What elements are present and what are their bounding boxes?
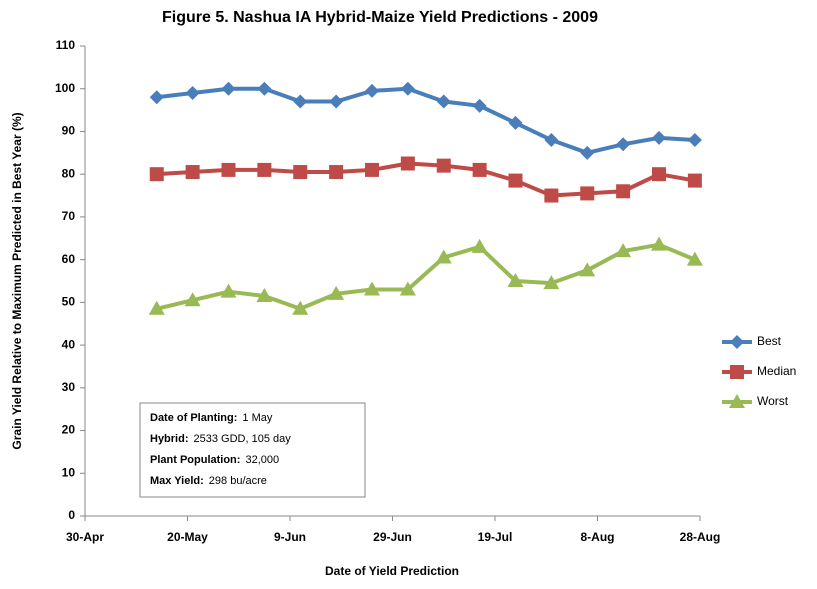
point xyxy=(472,162,487,177)
point xyxy=(256,287,273,302)
x-axis-title: Date of Yield Prediction xyxy=(325,564,459,578)
chart-title: Figure 5. Nashua IA Hybrid-Maize Yield P… xyxy=(162,9,598,26)
point xyxy=(687,173,702,188)
point xyxy=(580,145,595,160)
y-tick-label: 80 xyxy=(62,166,76,180)
annotation-text: 32,000 xyxy=(245,454,279,466)
point xyxy=(436,94,451,109)
point xyxy=(508,115,523,130)
point xyxy=(580,186,595,201)
point xyxy=(400,81,415,96)
legend-label: Worst xyxy=(757,394,789,408)
point xyxy=(686,251,703,266)
annotation-text: 1 May xyxy=(242,412,272,424)
y-tick-label: 60 xyxy=(62,252,76,266)
point xyxy=(435,249,452,264)
point xyxy=(257,162,272,177)
annotation-label: Plant Population: xyxy=(150,454,240,466)
y-tick-label: 50 xyxy=(62,295,76,309)
point xyxy=(579,262,596,277)
annotation-label: Hybrid: xyxy=(150,433,189,445)
point xyxy=(616,137,631,152)
series-line xyxy=(156,86,695,155)
point xyxy=(221,162,236,177)
annotation: Date of Planting: 1 May xyxy=(150,412,273,424)
point xyxy=(507,273,524,287)
x-tick-label: 30-Apr xyxy=(66,530,104,544)
point xyxy=(329,165,344,180)
legend-marker xyxy=(730,335,744,349)
point xyxy=(329,94,344,109)
y-tick-label: 100 xyxy=(55,81,75,95)
point xyxy=(365,162,379,177)
annotation-label: Date of Planting: xyxy=(150,412,237,424)
point xyxy=(184,292,201,307)
point xyxy=(293,165,308,180)
point xyxy=(472,98,487,113)
point xyxy=(221,81,236,96)
y-tick-label: 110 xyxy=(56,38,76,52)
annotation: Max Yield: 298 bu/acre xyxy=(150,475,267,487)
point xyxy=(652,167,666,182)
point xyxy=(185,165,200,180)
series-line xyxy=(156,161,696,198)
annotation-text: 298 bu/acre xyxy=(209,475,267,487)
series-line xyxy=(156,242,696,311)
point xyxy=(365,83,379,98)
annotation-text: 2533 GDD, 105 day xyxy=(194,433,292,445)
point xyxy=(220,283,237,298)
point xyxy=(543,275,560,290)
legend-marker xyxy=(730,365,744,379)
annotation: Hybrid: 2533 GDD, 105 day xyxy=(150,433,291,445)
point xyxy=(149,90,164,105)
annotation-box xyxy=(139,402,366,498)
y-tick-label: 10 xyxy=(62,465,76,479)
point xyxy=(651,236,667,251)
point xyxy=(148,300,165,315)
x-tick-label: 28-Aug xyxy=(680,530,721,544)
legend-label: Median xyxy=(757,364,796,378)
y-tick-label: 90 xyxy=(62,124,76,138)
x-tick-label: 19-Jul xyxy=(478,530,513,544)
y-tick-label: 40 xyxy=(62,337,76,351)
point xyxy=(328,285,345,300)
x-tick-label: 9-Jun xyxy=(274,530,306,544)
annotation: Plant Population: 32,000 xyxy=(150,454,279,466)
y-tick-label: 70 xyxy=(62,209,76,223)
point xyxy=(292,300,309,315)
point xyxy=(508,173,523,188)
y-axis-title: Grain Yield Relative to Maximum Predicte… xyxy=(10,112,24,449)
x-tick-label: 20-May xyxy=(167,530,208,544)
point xyxy=(293,94,308,109)
point xyxy=(616,184,631,199)
point xyxy=(544,133,559,147)
point xyxy=(400,156,415,171)
point xyxy=(687,133,702,147)
annotation-label: Max Yield: xyxy=(150,475,204,487)
legend-marker xyxy=(729,394,745,408)
legend-label: Best xyxy=(757,334,782,348)
point xyxy=(185,86,200,100)
point xyxy=(257,81,272,96)
point xyxy=(471,238,488,253)
point xyxy=(149,167,164,182)
point xyxy=(436,158,451,173)
point xyxy=(364,281,380,296)
y-tick-label: 20 xyxy=(62,423,76,437)
point xyxy=(615,243,632,258)
x-tick-label: 29-Jun xyxy=(373,530,412,544)
point xyxy=(652,130,666,145)
y-tick-label: 0 xyxy=(68,508,75,522)
x-tick-label: 8-Aug xyxy=(581,530,615,544)
point xyxy=(544,188,559,203)
point xyxy=(399,281,416,296)
y-tick-label: 30 xyxy=(62,380,76,394)
